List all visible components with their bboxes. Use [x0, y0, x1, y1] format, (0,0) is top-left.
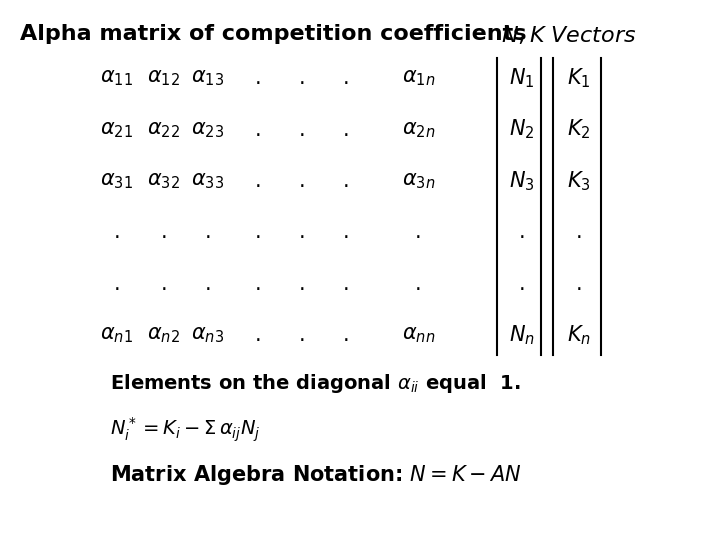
Text: .: . — [343, 68, 349, 89]
Text: .: . — [343, 222, 349, 242]
Text: $N_i^* = K_i - \Sigma\, \alpha_{ij} N_j$: $N_i^* = K_i - \Sigma\, \alpha_{ij} N_j$ — [110, 415, 261, 443]
Text: .: . — [161, 273, 167, 294]
Text: .: . — [255, 171, 261, 191]
Text: .: . — [343, 325, 349, 345]
Text: .: . — [518, 222, 526, 242]
Text: $N_1$: $N_1$ — [509, 66, 535, 90]
Text: .: . — [518, 273, 526, 294]
Text: $\alpha_{1n}$: $\alpha_{1n}$ — [402, 68, 435, 89]
Text: $N, K$ Vectors: $N, K$ Vectors — [501, 24, 637, 46]
Text: $\alpha_{13}$: $\alpha_{13}$ — [192, 68, 224, 89]
Text: $\alpha_{31}$: $\alpha_{31}$ — [100, 171, 133, 191]
Text: .: . — [415, 273, 422, 294]
Text: $\alpha_{n3}$: $\alpha_{n3}$ — [192, 325, 224, 345]
Text: .: . — [299, 171, 305, 191]
Text: .: . — [113, 222, 120, 242]
Text: .: . — [299, 325, 305, 345]
Text: .: . — [343, 273, 349, 294]
Text: .: . — [255, 325, 261, 345]
Text: $\alpha_{2n}$: $\alpha_{2n}$ — [402, 119, 435, 140]
Text: .: . — [161, 222, 167, 242]
Text: $K_2$: $K_2$ — [567, 118, 590, 141]
Text: Matrix Algebra Notation: $N = K - AN$: Matrix Algebra Notation: $N = K - AN$ — [110, 463, 522, 487]
Text: .: . — [343, 171, 349, 191]
Text: .: . — [575, 222, 582, 242]
Text: .: . — [299, 68, 305, 89]
Text: $K_n$: $K_n$ — [567, 323, 590, 347]
Text: $N_3$: $N_3$ — [509, 169, 535, 193]
Text: .: . — [255, 68, 261, 89]
Text: $\alpha_{nn}$: $\alpha_{nn}$ — [402, 325, 435, 345]
Text: $N_n$: $N_n$ — [509, 323, 535, 347]
Text: $\alpha_{n2}$: $\alpha_{n2}$ — [148, 325, 180, 345]
Text: .: . — [255, 222, 261, 242]
Text: $\alpha_{23}$: $\alpha_{23}$ — [192, 119, 224, 140]
Text: $\alpha_{n1}$: $\alpha_{n1}$ — [100, 325, 133, 345]
Text: $K_3$: $K_3$ — [567, 169, 590, 193]
Text: $\alpha_{3n}$: $\alpha_{3n}$ — [402, 171, 435, 191]
Text: Elements on the diagonal $\alpha_{ii}$ equal  1.: Elements on the diagonal $\alpha_{ii}$ e… — [110, 372, 521, 395]
Text: .: . — [113, 273, 120, 294]
Text: .: . — [204, 222, 211, 242]
Text: .: . — [299, 222, 305, 242]
Text: $\alpha_{11}$: $\alpha_{11}$ — [100, 68, 133, 89]
Text: .: . — [575, 273, 582, 294]
Text: .: . — [255, 273, 261, 294]
Text: .: . — [299, 273, 305, 294]
Text: Alpha matrix of competition coefficients: Alpha matrix of competition coefficients — [20, 24, 527, 44]
Text: $K_1$: $K_1$ — [567, 66, 590, 90]
Text: $\alpha_{32}$: $\alpha_{32}$ — [148, 171, 180, 191]
Text: $\alpha_{33}$: $\alpha_{33}$ — [192, 171, 224, 191]
Text: .: . — [299, 119, 305, 140]
Text: $N_2$: $N_2$ — [509, 118, 535, 141]
Text: $\alpha_{22}$: $\alpha_{22}$ — [148, 119, 180, 140]
Text: .: . — [415, 222, 422, 242]
Text: $\alpha_{21}$: $\alpha_{21}$ — [100, 119, 133, 140]
Text: $\alpha_{12}$: $\alpha_{12}$ — [148, 68, 180, 89]
Text: .: . — [343, 119, 349, 140]
Text: .: . — [255, 119, 261, 140]
Text: .: . — [204, 273, 211, 294]
